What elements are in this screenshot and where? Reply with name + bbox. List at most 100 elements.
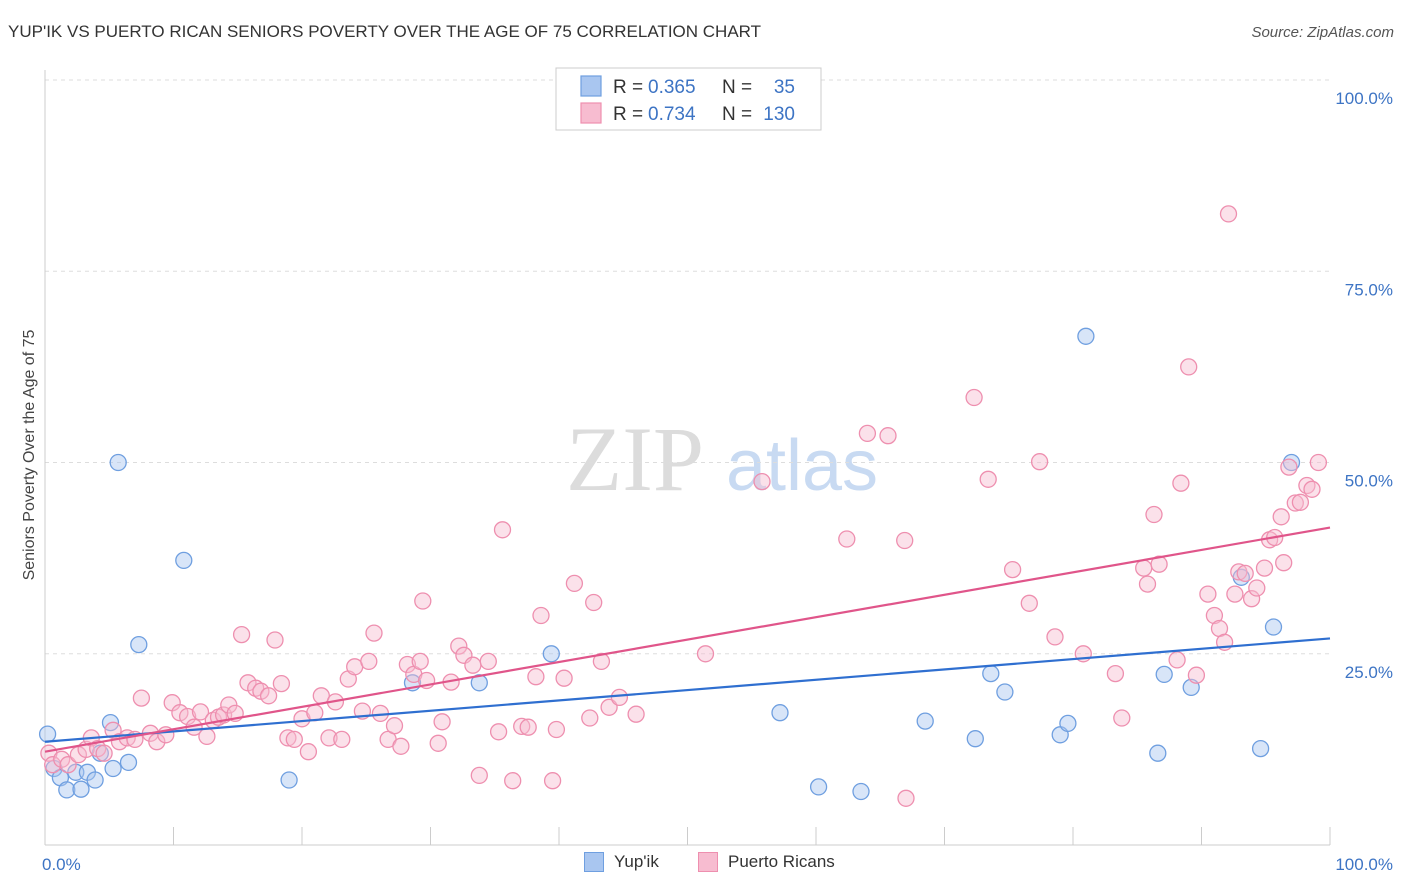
puerto-ricans-point-28 <box>232 625 251 644</box>
puerto-ricans-point-70 <box>519 718 537 736</box>
bottom-legend: Yup'ik Puerto Ricans <box>0 852 1406 878</box>
yupik-point-34 <box>1264 618 1283 636</box>
puerto-ricans-point-92 <box>1003 560 1022 579</box>
puerto-ricans-point-122 <box>1280 458 1298 476</box>
puerto-ricans-point-33 <box>266 631 284 649</box>
puerto-ricans-point-78 <box>585 593 603 612</box>
chart-title: YUP'IK VS PUERTO RICAN SENIORS POVERTY O… <box>8 22 762 41</box>
legend-swatch-yupik <box>584 852 604 872</box>
legend-label-yupik: Yup'ik <box>614 852 659 871</box>
legend-n-label-yupik: N = <box>722 77 752 98</box>
puerto-ricans-point-73 <box>543 772 562 790</box>
yupik-point-29 <box>1149 744 1167 762</box>
yupik-point-5 <box>72 780 90 798</box>
watermark-zip: ZIP <box>566 408 704 510</box>
trend-lines <box>44 526 1331 753</box>
yupik-point-35 <box>1282 453 1301 472</box>
puerto-ricans-point-104 <box>1172 474 1190 492</box>
puerto-ricans-point-89 <box>897 789 915 807</box>
yupik-point-11 <box>109 453 127 472</box>
legend-r-value-puerto-ricans: 0.734 <box>648 104 696 125</box>
legend-item-puerto-ricans: Puerto Ricans <box>698 852 835 872</box>
x-tick-labels: 0.0% 100.0% <box>42 855 1393 874</box>
yupik-point-23 <box>966 730 984 748</box>
yupik-point-27 <box>1059 714 1077 733</box>
puerto-ricans-point-105 <box>1180 358 1198 376</box>
legend-n-value-puerto-ricans: 130 <box>763 104 795 125</box>
puerto-ricans-point-34 <box>272 674 291 693</box>
puerto-ricans-point-115 <box>1242 590 1261 608</box>
puerto-ricans-point-83 <box>696 645 715 663</box>
yupik-trend-line <box>44 637 1331 743</box>
puerto-ricans-point-108 <box>1205 606 1224 625</box>
puerto-ricans-point-101 <box>1145 505 1163 524</box>
yupik-point-24 <box>982 664 1000 683</box>
puerto-ricans-point-84 <box>753 472 771 491</box>
puerto-ricans-point-86 <box>858 424 877 443</box>
legend-swatch-puerto-ricans <box>698 852 718 872</box>
legend-n-label-puerto-ricans: N = <box>722 104 752 125</box>
yupik-point-33 <box>1251 739 1270 758</box>
puerto-ricans-point-51 <box>385 717 404 735</box>
puerto-ricans-point-30 <box>247 679 265 697</box>
legend-n-value-yupik: 35 <box>774 77 795 98</box>
puerto-ricans-point-98 <box>1113 709 1131 727</box>
puerto-ricans-point-120 <box>1272 508 1290 526</box>
puerto-ricans-point-57 <box>414 592 432 610</box>
puerto-ricans-point-39 <box>306 704 324 722</box>
yupik-point-15 <box>280 771 298 789</box>
watermark: ZIP atlas <box>566 408 878 510</box>
puerto-ricans-point-3 <box>59 756 77 774</box>
puerto-ricans-point-36 <box>285 730 303 749</box>
puerto-ricans-point-74 <box>547 720 566 739</box>
legend-r-label-yupik: R = <box>613 77 643 98</box>
puerto-ricans-point-121 <box>1275 554 1293 572</box>
puerto-ricans-point-52 <box>392 737 410 755</box>
puerto-ricans-point-77 <box>581 709 599 727</box>
watermark-atlas: atlas <box>726 426 878 506</box>
puerto-ricans-point-114 <box>1236 564 1254 583</box>
y-tick-label-2: 75.0% <box>1345 280 1393 299</box>
yupik-point-19 <box>771 704 789 722</box>
puerto-ricans-trend-line <box>44 526 1331 753</box>
puerto-ricans-point-126 <box>1303 480 1321 498</box>
y-tick-labels: 25.0% 50.0% 75.0% 100.0% <box>1335 89 1393 682</box>
puerto-ricans-point-59 <box>433 713 451 731</box>
puerto-ricans-point-117 <box>1255 559 1274 577</box>
y-tick-label-0: 25.0% <box>1345 663 1393 682</box>
yupik-point-18 <box>542 645 560 663</box>
legend: R = 0.365 N = 35 R = 0.734 N = 130 <box>555 67 822 131</box>
puerto-ricans-point-87 <box>879 427 897 445</box>
puerto-ricans-point-95 <box>1046 628 1064 646</box>
yupik-point-8 <box>91 744 109 762</box>
legend-r-value-yupik: 0.365 <box>648 77 696 98</box>
legend-label-puerto-ricans: Puerto Ricans <box>728 852 835 871</box>
puerto-ricans-point-124 <box>1291 493 1310 511</box>
yupik-point-0 <box>38 725 57 743</box>
puerto-ricans-point-81 <box>610 688 629 707</box>
x-tick-label-1: 100.0% <box>1335 855 1393 874</box>
puerto-ricans-point-75 <box>555 669 573 687</box>
puerto-ricans-point-127 <box>1309 453 1328 472</box>
puerto-ricans-point-107 <box>1199 585 1217 603</box>
puerto-ricans-point-123 <box>1286 494 1304 512</box>
puerto-ricans-point-94 <box>1030 453 1049 471</box>
yupik-point-25 <box>996 683 1014 701</box>
puerto-ricans-point-93 <box>1020 594 1038 612</box>
yupik-point-21 <box>852 782 870 801</box>
puerto-ricans-point-47 <box>360 652 378 671</box>
puerto-ricans-point-85 <box>838 530 856 548</box>
y-axis-label: Seniors Poverty Over the Age of 75 <box>21 330 38 581</box>
x-tick-label-0: 0.0% <box>42 855 81 874</box>
puerto-ricans-point-112 <box>1226 585 1244 603</box>
puerto-ricans-point-67 <box>493 521 512 539</box>
puerto-ricans-point-91 <box>979 470 997 488</box>
puerto-ricans-point-103 <box>1168 651 1186 669</box>
puerto-ricans-point-76 <box>565 574 584 593</box>
puerto-ricans-point-116 <box>1248 579 1266 597</box>
yupik-point-7 <box>86 771 104 789</box>
puerto-ricans-point-111 <box>1219 205 1238 223</box>
puerto-ricans-point-19 <box>178 707 197 726</box>
puerto-ricans-point-61 <box>450 637 468 655</box>
yupik-point-20 <box>809 778 828 796</box>
